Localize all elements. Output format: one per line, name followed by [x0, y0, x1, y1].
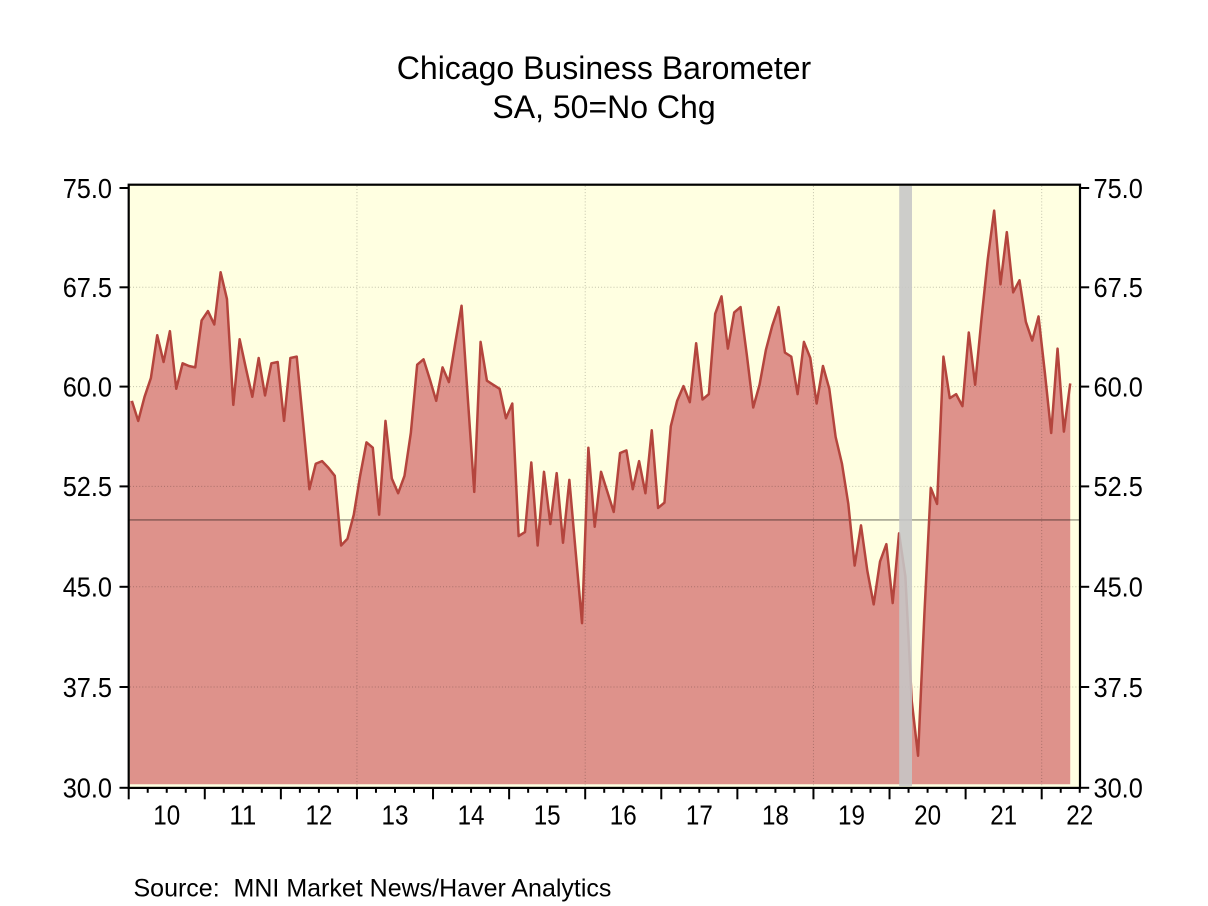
svg-text:52.5: 52.5 — [1094, 471, 1143, 502]
svg-text:60.0: 60.0 — [63, 371, 112, 402]
svg-text:16: 16 — [610, 800, 637, 831]
svg-text:67.5: 67.5 — [63, 272, 112, 303]
svg-text:17: 17 — [686, 800, 713, 831]
svg-text:11: 11 — [229, 800, 256, 831]
svg-text:52.5: 52.5 — [63, 471, 112, 502]
svg-text:21: 21 — [990, 800, 1017, 831]
svg-text:20: 20 — [914, 800, 941, 831]
svg-text:18: 18 — [762, 800, 789, 831]
svg-text:67.5: 67.5 — [1094, 272, 1143, 303]
svg-text:22: 22 — [1066, 800, 1093, 831]
svg-text:14: 14 — [458, 800, 485, 831]
svg-text:19: 19 — [838, 800, 865, 831]
svg-text:45.0: 45.0 — [1094, 572, 1143, 603]
svg-text:15: 15 — [534, 800, 561, 831]
svg-text:Chicago Business Barometer: Chicago Business Barometer — [397, 50, 812, 86]
svg-text:45.0: 45.0 — [63, 572, 112, 603]
svg-text:Source: MNI Market News/Haver: Source: MNI Market News/Haver Analytics — [134, 874, 612, 902]
svg-text:12: 12 — [305, 800, 332, 831]
svg-text:30.0: 30.0 — [1094, 773, 1143, 804]
svg-text:30.0: 30.0 — [63, 773, 112, 804]
svg-text:37.5: 37.5 — [1094, 672, 1143, 703]
svg-text:SA, 50=No Chg: SA, 50=No Chg — [492, 89, 715, 125]
svg-text:13: 13 — [382, 800, 409, 831]
svg-text:37.5: 37.5 — [63, 672, 112, 703]
svg-text:60.0: 60.0 — [1094, 371, 1143, 402]
svg-text:75.0: 75.0 — [1094, 173, 1143, 204]
svg-text:10: 10 — [153, 800, 180, 831]
svg-text:75.0: 75.0 — [63, 173, 112, 204]
